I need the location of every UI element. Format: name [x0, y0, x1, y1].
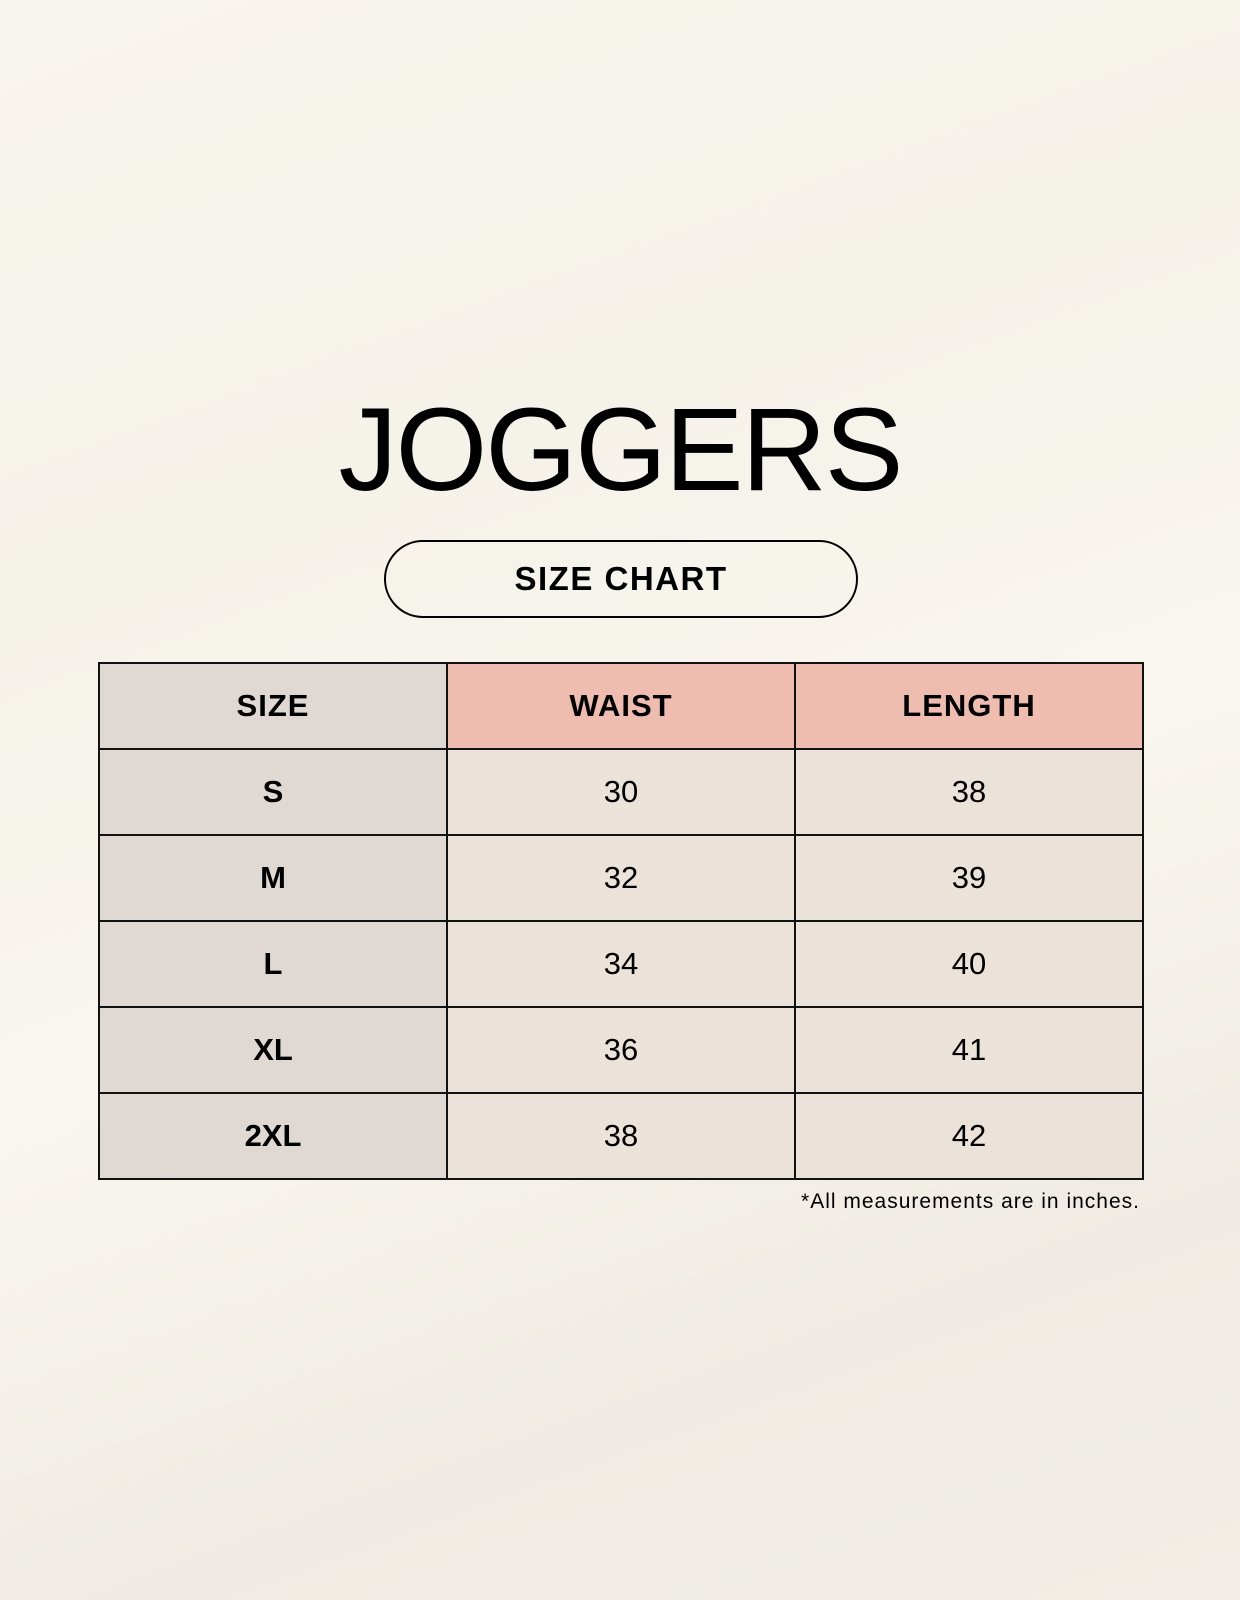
waist-cell: 30 — [446, 748, 796, 836]
size-cell: M — [98, 834, 448, 922]
table-row: L 34 40 — [98, 920, 1144, 1008]
table-row: 2XL 38 42 — [98, 1092, 1144, 1180]
measurement-note: *All measurements are in inches. — [801, 1190, 1140, 1213]
size-cell: XL — [98, 1006, 448, 1094]
length-cell: 39 — [794, 834, 1144, 922]
length-cell: 40 — [794, 920, 1144, 1008]
table-row: XL 36 41 — [98, 1006, 1144, 1094]
waist-cell: 36 — [446, 1006, 796, 1094]
size-cell: S — [98, 748, 448, 836]
size-table: SIZE WAIST LENGTH S 30 38 M 32 39 L 34 4… — [98, 662, 1144, 1180]
size-cell: L — [98, 920, 448, 1008]
table-header-row: SIZE WAIST LENGTH — [98, 662, 1144, 750]
waist-cell: 34 — [446, 920, 796, 1008]
length-cell: 41 — [794, 1006, 1144, 1094]
table-row: S 30 38 — [98, 748, 1144, 836]
size-cell: 2XL — [98, 1092, 448, 1180]
header-size: SIZE — [98, 662, 448, 750]
waist-cell: 32 — [446, 834, 796, 922]
waist-cell: 38 — [446, 1092, 796, 1180]
size-chart-label: SIZE CHART — [384, 540, 858, 618]
header-waist: WAIST — [446, 662, 796, 750]
length-cell: 42 — [794, 1092, 1144, 1180]
header-length: LENGTH — [794, 662, 1144, 750]
table-row: M 32 39 — [98, 834, 1144, 922]
length-cell: 38 — [794, 748, 1144, 836]
page-title: JOGGERS — [338, 384, 904, 516]
